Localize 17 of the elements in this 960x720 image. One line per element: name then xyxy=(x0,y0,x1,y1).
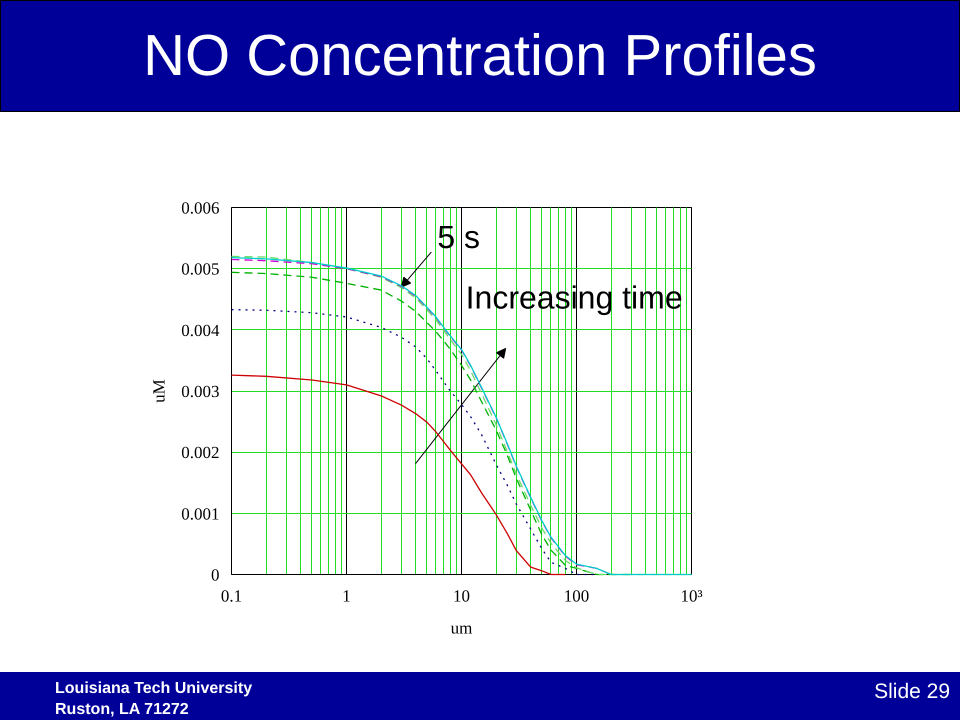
chart-title: NO Concentration Profiles xyxy=(0,0,960,112)
x-tick-label: 1 xyxy=(342,586,351,606)
x-tick-label: 100 xyxy=(564,586,590,606)
y-tick-label: 0.004 xyxy=(181,320,220,340)
y-tick-label: 0.006 xyxy=(181,198,220,218)
y-tick-label: 0 xyxy=(211,566,220,584)
y-axis-title: uM xyxy=(149,379,168,403)
y-tick-label: 0.001 xyxy=(181,504,220,524)
text: Louisiana Tech University xyxy=(55,680,252,697)
x-tick-label: 10 xyxy=(453,586,470,606)
x-axis-title: um xyxy=(450,618,472,638)
x-tick-label: 0.1 xyxy=(220,586,242,606)
y-tick-label: 0.005 xyxy=(181,260,220,279)
text: Slide 29 xyxy=(874,679,950,705)
y-tick-label: 0.003 xyxy=(181,382,220,401)
text: Ruston, LA 71272 xyxy=(55,701,189,718)
y-tick-label: 0.002 xyxy=(181,443,220,462)
